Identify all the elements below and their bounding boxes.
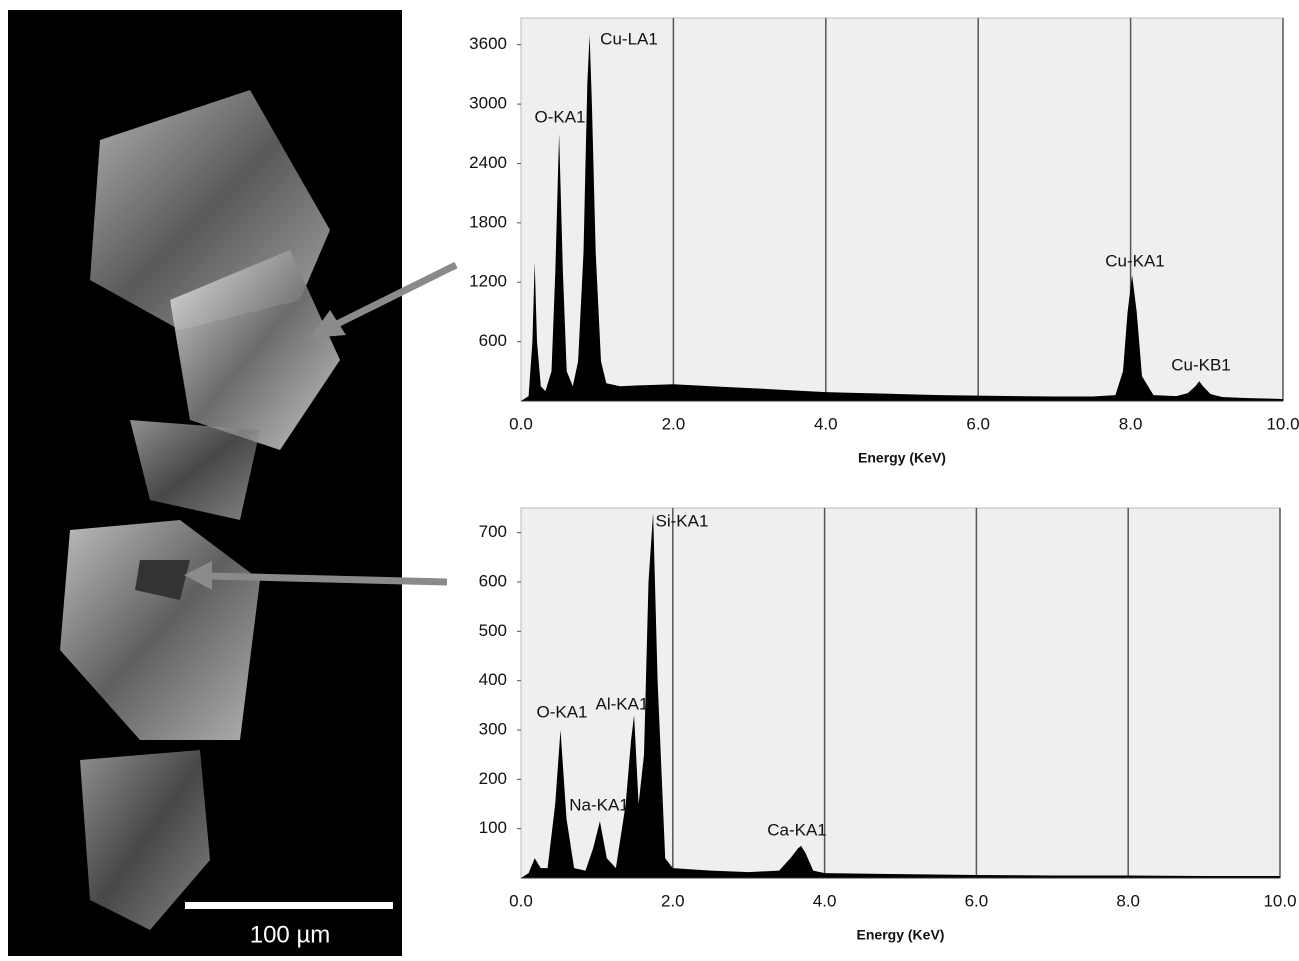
peak-label: O-KA1 — [536, 702, 587, 721]
peak-label: Si-KA1 — [656, 511, 709, 530]
y-tick-label: 600 — [479, 571, 507, 590]
crystal — [170, 250, 340, 450]
arrow-head — [310, 310, 346, 338]
sem-image: 100 µm — [8, 10, 402, 956]
y-tick-label: 2400 — [469, 153, 507, 172]
x-tick-label: 0.0 — [509, 891, 533, 910]
spectrum — [521, 34, 1283, 402]
peak-label: Na-KA1 — [569, 795, 629, 814]
scale-label: 100 µm — [250, 921, 331, 948]
y-tick-label: 200 — [479, 769, 507, 788]
y-tick-label: 300 — [479, 719, 507, 738]
y-tick-label: 600 — [479, 331, 507, 350]
chart: 0.0 2.0 4.0 6.0 8.0 10.0 600 1200 1800 2400 3000 36… — [469, 17, 1299, 466]
x-tick-label: 0.0 — [509, 414, 533, 433]
x-tick-label: 8.0 — [1119, 414, 1143, 433]
x-tick-label: 10.0 — [1266, 414, 1299, 433]
peak-label: Cu-KB1 — [1171, 355, 1231, 374]
x-tick-label: 6.0 — [965, 891, 989, 910]
y-tick-label: 700 — [479, 522, 507, 541]
x-tick-label: 10.0 — [1263, 891, 1296, 910]
y-tick-label: 100 — [479, 818, 507, 837]
spectrum — [521, 512, 1280, 878]
x-tick-label: 6.0 — [966, 414, 990, 433]
y-tick-label: 3600 — [469, 34, 507, 53]
x-tick-label: 8.0 — [1116, 891, 1140, 910]
peak-label: O-KA1 — [534, 107, 585, 126]
x-axis-label: Energy (KeV) — [858, 450, 946, 466]
plot-area — [520, 17, 1284, 402]
peak-label: Al-KA1 — [596, 694, 649, 713]
x-tick-label: 4.0 — [813, 891, 837, 910]
peak-label: Cu-LA1 — [600, 29, 658, 48]
y-tick-label: 500 — [479, 621, 507, 640]
peak-label: Ca-KA1 — [767, 820, 827, 839]
y-tick-label: 1800 — [469, 212, 507, 231]
peak-label: Cu-KA1 — [1105, 251, 1165, 270]
crystal — [135, 560, 190, 600]
y-tick-label: 3000 — [469, 94, 507, 113]
y-tick-label: 1200 — [469, 272, 507, 291]
x-tick-label: 2.0 — [661, 891, 685, 910]
y-tick-label: 400 — [479, 670, 507, 689]
x-tick-label: 4.0 — [814, 414, 838, 433]
x-tick-label: 2.0 — [662, 414, 686, 433]
crystal — [130, 420, 260, 520]
x-axis-label: Energy (KeV) — [857, 927, 945, 943]
arrows — [184, 261, 458, 590]
arrow-head — [184, 561, 212, 590]
arrow — [209, 572, 448, 586]
arrow — [333, 261, 458, 329]
chart: 0.0 2.0 4.0 6.0 8.0 10.0 100 200 300 400 500 600 700… — [479, 507, 1297, 943]
scale-bar — [185, 902, 393, 909]
crystal — [80, 750, 210, 930]
